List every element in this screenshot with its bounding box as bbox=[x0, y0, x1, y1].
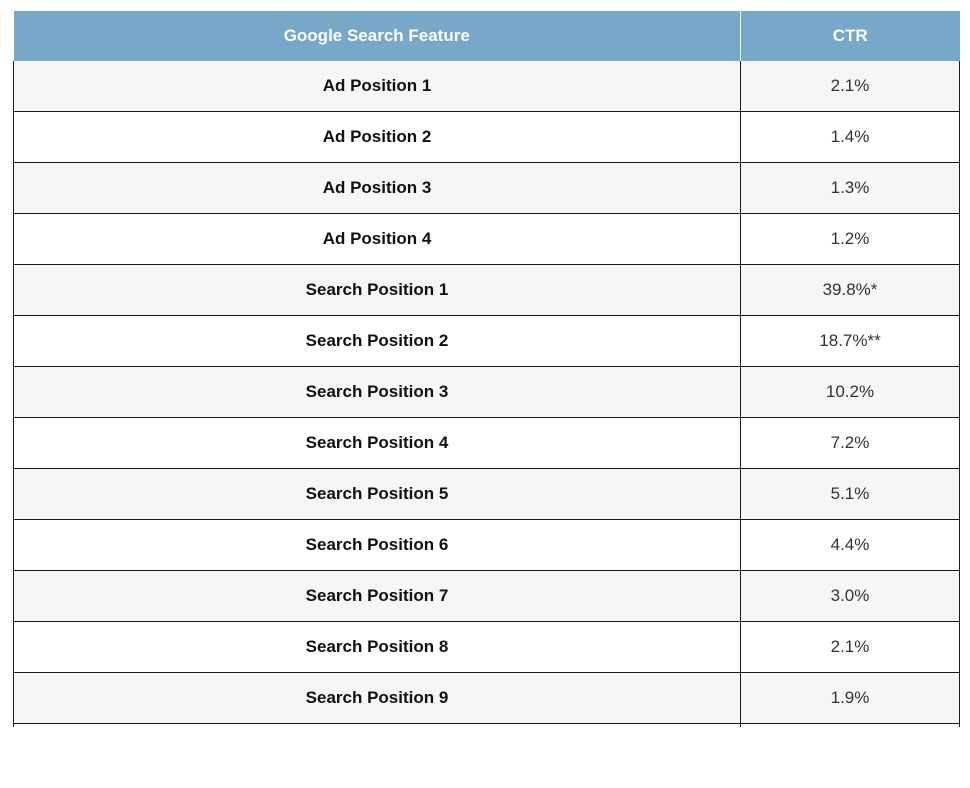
feature-cell: Search Position 9 bbox=[13, 672, 741, 724]
table-row-partial bbox=[13, 723, 960, 727]
table-row: Ad Position 2 1.4% bbox=[13, 111, 960, 163]
feature-cell: Ad Position 2 bbox=[13, 111, 741, 163]
feature-cell: Search Position 2 bbox=[13, 315, 741, 367]
feature-cell: Search Position 1 bbox=[13, 264, 741, 316]
ctr-cell: 10.2% bbox=[740, 366, 960, 418]
feature-cell: Ad Position 4 bbox=[13, 213, 741, 265]
ctr-cell: 2.1% bbox=[740, 621, 960, 673]
ctr-cell: 39.8%* bbox=[740, 264, 960, 316]
ctr-cell: 4.4% bbox=[740, 519, 960, 571]
table-row: Search Position 2 18.7%** bbox=[13, 315, 960, 367]
ctr-cell: 2.1% bbox=[740, 61, 960, 112]
ctr-cell: 18.7%** bbox=[740, 315, 960, 367]
table-header: Google Search Feature CTR bbox=[13, 11, 960, 61]
feature-cell: Search Position 6 bbox=[13, 519, 741, 571]
table-row: Search Position 9 1.9% bbox=[13, 672, 960, 724]
ctr-cell: 1.4% bbox=[740, 111, 960, 163]
column-header-ctr: CTR bbox=[740, 11, 960, 61]
table-row: Ad Position 3 1.3% bbox=[13, 162, 960, 214]
ctr-cell: 1.3% bbox=[740, 162, 960, 214]
feature-cell: Ad Position 1 bbox=[13, 61, 741, 112]
feature-cell: Search Position 3 bbox=[13, 366, 741, 418]
feature-cell: Search Position 5 bbox=[13, 468, 741, 520]
table-row: Ad Position 1 2.1% bbox=[13, 61, 960, 112]
ctr-cell: 7.2% bbox=[740, 417, 960, 469]
feature-cell bbox=[13, 723, 741, 727]
column-header-feature: Google Search Feature bbox=[13, 11, 741, 61]
header-row: Google Search Feature CTR bbox=[13, 11, 960, 61]
table-body: Ad Position 1 2.1% Ad Position 2 1.4% Ad Pos… bbox=[13, 61, 960, 727]
table-row: Search Position 5 5.1% bbox=[13, 468, 960, 520]
ctr-cell bbox=[740, 723, 960, 727]
table-row: Search Position 3 10.2% bbox=[13, 366, 960, 418]
table-row: Search Position 8 2.1% bbox=[13, 621, 960, 673]
ctr-cell: 5.1% bbox=[740, 468, 960, 520]
ctr-cell: 1.2% bbox=[740, 213, 960, 265]
feature-cell: Search Position 8 bbox=[13, 621, 741, 673]
table-row: Ad Position 4 1.2% bbox=[13, 213, 960, 265]
feature-cell: Search Position 4 bbox=[13, 417, 741, 469]
table-row: Search Position 4 7.2% bbox=[13, 417, 960, 469]
table-row: Search Position 1 39.8%* bbox=[13, 264, 960, 316]
table-row: Search Position 7 3.0% bbox=[13, 570, 960, 622]
ctr-cell: 1.9% bbox=[740, 672, 960, 724]
feature-cell: Search Position 7 bbox=[13, 570, 741, 622]
table-row: Search Position 6 4.4% bbox=[13, 519, 960, 571]
feature-cell: Ad Position 3 bbox=[13, 162, 741, 214]
ctr-cell: 3.0% bbox=[740, 570, 960, 622]
